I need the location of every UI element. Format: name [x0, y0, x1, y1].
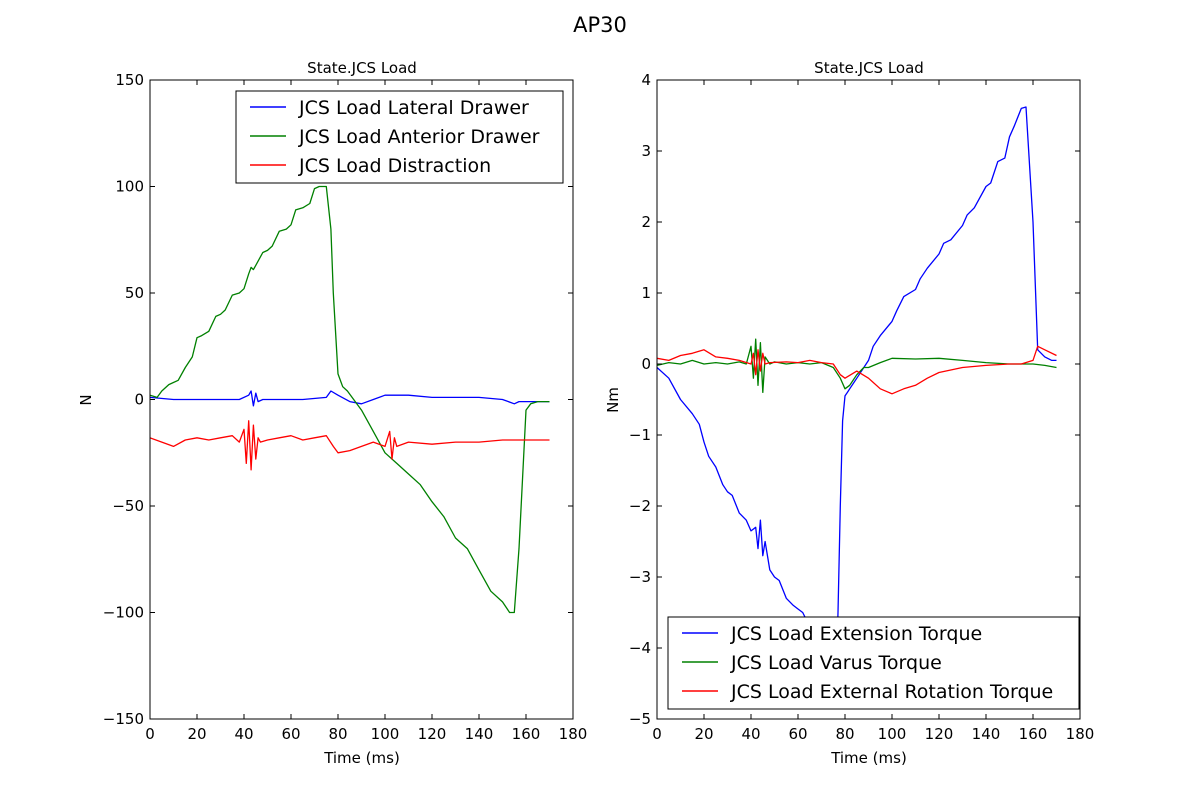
left-x-tick-label: 0 [145, 725, 155, 743]
right-y-tick-label: 2 [641, 213, 651, 231]
right-x-tick-label: 160 [1019, 725, 1048, 743]
right-y-tick-label: 4 [641, 71, 651, 89]
right-x-axis-label: Time (ms) [830, 749, 907, 767]
left-y-tick-label: 150 [115, 71, 144, 89]
right-y-tick-label: 3 [641, 142, 651, 160]
left-y-tick-label: 100 [115, 178, 144, 196]
left-plot-title: State.JCS Load [307, 59, 417, 77]
left-series-line-1 [150, 185, 550, 614]
right-y-tick-label: 0 [641, 355, 651, 373]
right-legend-label: JCS Load Extension Torque [730, 623, 982, 645]
left-y-tick-label: 0 [134, 391, 144, 409]
left-x-tick-label: 40 [234, 725, 253, 743]
right-x-tick-label: 180 [1066, 725, 1095, 743]
right-y-tick-label: −3 [629, 568, 651, 586]
figure-title: AP30 [573, 13, 627, 37]
left-series-group [150, 185, 550, 614]
left-x-tick-label: 180 [559, 725, 588, 743]
left-x-tick-label: 80 [328, 725, 347, 743]
right-series-group [657, 106, 1057, 699]
right-y-tick-label: 1 [641, 284, 651, 302]
right-legend-label: JCS Load Varus Torque [730, 652, 942, 674]
left-legend: JCS Load Lateral Drawer JCS Load Anterior… [235, 90, 564, 184]
right-x-tick-label: 80 [835, 725, 854, 743]
left-y-tick-label: −150 [103, 710, 144, 728]
left-legend-label: JCS Load Anterior Drawer [298, 126, 540, 148]
right-plot: State.JCS Load Time (ms) Nm 0 20 40 60 80 100… [604, 59, 1094, 767]
right-x-tick-label: 20 [694, 725, 713, 743]
left-y-axis-label: N [77, 394, 95, 405]
left-legend-box [235, 90, 564, 184]
left-legend-label: JCS Load Lateral Drawer [298, 97, 529, 119]
right-x-tick-label: 0 [652, 725, 662, 743]
right-y-axis-label: Nm [604, 387, 622, 413]
left-legend-label: JCS Load Distraction [298, 155, 491, 177]
left-x-tick-label: 100 [371, 725, 400, 743]
right-x-tick-label: 40 [741, 725, 760, 743]
right-plot-title: State.JCS Load [814, 59, 924, 77]
right-x-tick-label: 60 [788, 725, 807, 743]
left-y-tick-label: 50 [125, 284, 144, 302]
right-series-line-1 [657, 338, 1057, 394]
left-x-tick-label: 120 [418, 725, 447, 743]
right-y-tick-label: −4 [629, 639, 651, 657]
right-legend-box [667, 616, 1080, 710]
left-y-tick-label: −100 [103, 604, 144, 622]
left-x-axis-label: Time (ms) [323, 749, 400, 767]
left-x-tick-label: 160 [512, 725, 541, 743]
left-x-tick-label: 140 [465, 725, 494, 743]
right-y-tick-label: −1 [629, 426, 651, 444]
left-x-tick-label: 60 [281, 725, 300, 743]
right-x-tick-label: 100 [878, 725, 907, 743]
right-plot-frame [656, 79, 1081, 720]
right-x-tick-label: 120 [925, 725, 954, 743]
right-y-tick-label: −5 [629, 710, 651, 728]
left-plot: State.JCS Load Time (ms) N 0 20 40 60 80 100 1… [77, 59, 587, 767]
left-series-line-0 [150, 390, 550, 407]
left-series-line-2 [150, 420, 550, 471]
left-x-tick-label: 20 [187, 725, 206, 743]
right-y-tick-label: −2 [629, 497, 651, 515]
left-y-tick-label: −50 [112, 497, 144, 515]
right-series-line-2 [657, 345, 1057, 395]
right-legend: JCS Load Extension Torque JCS Load Varus … [667, 616, 1080, 710]
right-x-tick-label: 140 [972, 725, 1001, 743]
right-series-line-0 [657, 106, 1057, 699]
right-legend-label: JCS Load External Rotation Torque [730, 681, 1053, 703]
